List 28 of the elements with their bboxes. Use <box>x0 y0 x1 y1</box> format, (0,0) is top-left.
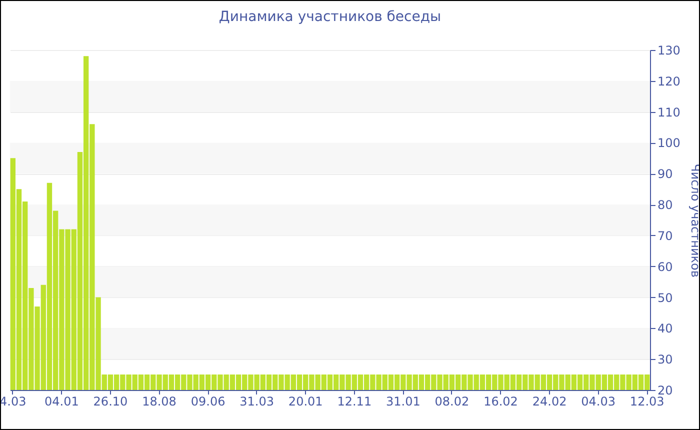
x-tick-label: 31.01 <box>386 394 420 408</box>
x-tick-label: 4.03 <box>0 394 26 408</box>
x-tick-label: 08.02 <box>434 394 470 408</box>
y-axis-title: Число участников <box>688 164 700 278</box>
x-tick-label: 09.06 <box>190 394 226 408</box>
x-tick-label: 31.03 <box>240 394 274 408</box>
y-tick-label: 60 <box>658 260 673 274</box>
x-tick-label: 04.03 <box>581 394 616 408</box>
y-tick-label: 130 <box>658 44 680 58</box>
y-tick-label: 30 <box>658 352 673 367</box>
y-tick-label: 110 <box>658 105 680 120</box>
x-tick-label: 24.02 <box>532 394 567 408</box>
y-tick-label: 70 <box>658 228 673 243</box>
x-tick-label: 16.02 <box>484 394 518 408</box>
x-tick-label: 04.01 <box>44 394 79 408</box>
y-tick-label: 40 <box>658 322 673 336</box>
x-tick-label: 12.03 <box>630 394 664 408</box>
y-tick-label: 80 <box>658 198 673 212</box>
y-tick-label: 20 <box>658 384 673 398</box>
chart-title: Динамика участников беседы <box>218 9 442 25</box>
y-tick-label: 90 <box>658 167 673 182</box>
x-tick-label: 18.08 <box>142 394 176 408</box>
y-tick-label: 100 <box>658 136 680 150</box>
y-tick-label: 50 <box>658 290 673 305</box>
x-tick-label: 26.10 <box>93 394 128 408</box>
x-tick-label: 20.01 <box>288 394 323 408</box>
y-tick-label: 120 <box>658 74 680 88</box>
x-tick-label: 12.11 <box>337 394 372 408</box>
